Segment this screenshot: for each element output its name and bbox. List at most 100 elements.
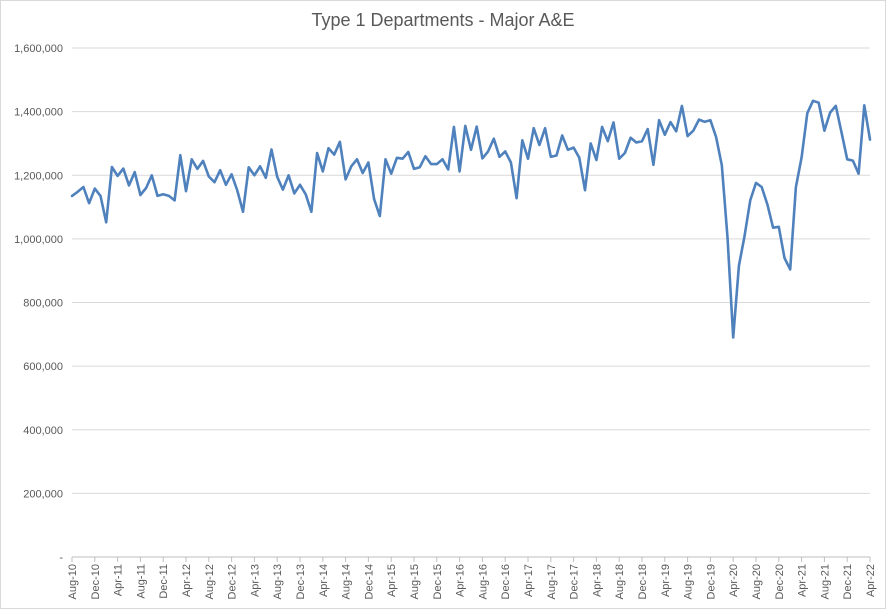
- chart-title: Type 1 Departments - Major A&E: [311, 10, 575, 30]
- data-point: [128, 184, 131, 187]
- data-point: [282, 188, 285, 191]
- x-tick-label: Apr-15: [386, 564, 398, 597]
- x-tick-label: Aug-18: [614, 564, 626, 599]
- data-point: [584, 189, 587, 192]
- data-point: [361, 172, 364, 175]
- data-point: [105, 221, 108, 224]
- x-tick-label: Apr-22: [865, 564, 877, 597]
- data-point: [156, 195, 159, 198]
- x-tick-label: Apr-16: [455, 564, 467, 597]
- data-point: [857, 172, 860, 175]
- x-tick-label: Apr-20: [728, 564, 740, 597]
- data-point: [692, 129, 695, 132]
- data-point: [766, 203, 769, 206]
- data-point: [778, 226, 781, 229]
- x-tick-label: Apr-17: [523, 564, 535, 597]
- data-point: [612, 121, 615, 124]
- data-point: [242, 211, 245, 214]
- data-point: [732, 336, 735, 339]
- data-point: [94, 187, 97, 190]
- data-point: [817, 101, 820, 104]
- data-point: [196, 168, 199, 171]
- data-point: [521, 139, 524, 142]
- x-tick-label: Aug-10: [67, 564, 79, 599]
- data-point: [373, 198, 376, 201]
- data-point: [829, 111, 832, 114]
- data-point: [116, 175, 119, 178]
- y-tick-label: 1,400,000: [14, 107, 63, 119]
- y-tick-label: 1,200,000: [14, 170, 63, 182]
- y-tick-label: -: [59, 552, 63, 564]
- data-point: [852, 159, 855, 162]
- x-tick-label: Dec-16: [500, 564, 512, 599]
- data-point: [806, 112, 809, 115]
- data-point: [812, 100, 815, 103]
- data-point: [213, 181, 216, 184]
- data-point: [755, 182, 758, 185]
- data-point: [703, 121, 706, 124]
- data-point: [635, 141, 638, 144]
- data-point: [259, 165, 262, 168]
- x-tick-label: Dec-10: [90, 564, 102, 599]
- series-line: [70, 99, 872, 339]
- data-point: [664, 134, 667, 137]
- data-point: [624, 152, 627, 155]
- x-tick-label: Aug-15: [409, 564, 421, 599]
- x-tick-label: Aug-12: [204, 564, 216, 599]
- data-point: [681, 105, 684, 108]
- data-point: [572, 146, 575, 149]
- data-point: [219, 169, 222, 172]
- data-point: [424, 155, 427, 158]
- data-point: [447, 168, 450, 171]
- data-point: [675, 130, 678, 133]
- data-point: [310, 211, 313, 214]
- data-point: [413, 168, 416, 171]
- data-point: [208, 175, 211, 178]
- data-point: [270, 148, 273, 151]
- data-point: [481, 157, 484, 160]
- data-point: [789, 268, 792, 271]
- data-point: [550, 156, 553, 159]
- data-point: [527, 157, 530, 160]
- data-point: [327, 147, 330, 150]
- data-point: [122, 167, 125, 170]
- data-point: [76, 191, 79, 194]
- data-point: [578, 157, 581, 160]
- data-point: [151, 174, 154, 177]
- data-point: [145, 187, 148, 190]
- data-point: [686, 135, 689, 138]
- data-point: [658, 119, 661, 122]
- x-tick-label: Apr-11: [113, 564, 125, 596]
- data-point: [339, 141, 342, 144]
- data-point: [304, 193, 307, 196]
- data-point: [504, 150, 507, 153]
- x-tick-label: Aug-21: [819, 564, 831, 599]
- data-point: [863, 104, 866, 107]
- data-point: [236, 189, 239, 192]
- data-point: [418, 166, 421, 169]
- data-point: [715, 136, 718, 139]
- x-tick-label: Apr-19: [660, 564, 672, 597]
- data-point: [846, 158, 849, 161]
- data-point: [322, 170, 325, 173]
- x-tick-label: Dec-19: [705, 564, 717, 599]
- y-tick-label: 600,000: [23, 361, 63, 373]
- x-tick-label: Dec-13: [295, 564, 307, 599]
- data-point: [390, 172, 393, 175]
- x-tick-label: Apr-13: [249, 564, 261, 597]
- data-point: [190, 158, 193, 161]
- data-point: [88, 202, 91, 205]
- data-point: [253, 174, 256, 177]
- data-point: [293, 192, 296, 195]
- data-point: [247, 166, 250, 169]
- data-point: [356, 158, 359, 161]
- data-point: [299, 184, 302, 187]
- data-point: [760, 186, 763, 189]
- data-point: [532, 127, 535, 130]
- data-point: [344, 178, 347, 181]
- data-point: [458, 170, 461, 173]
- data-point: [475, 125, 478, 128]
- data-point: [111, 166, 114, 169]
- data-point: [629, 136, 632, 139]
